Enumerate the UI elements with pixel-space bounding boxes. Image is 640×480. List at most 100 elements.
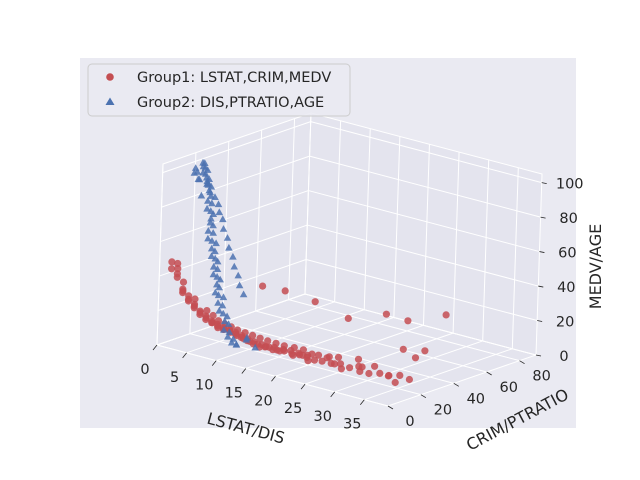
data-point [211,288,219,296]
data-point [184,295,193,303]
data-point [396,371,404,379]
tick-mark [535,354,542,357]
grid-line-z-back [306,259,538,322]
tick-mark [420,394,427,399]
data-point [208,319,216,327]
grid-line-y-left [255,129,263,312]
data-point [235,281,244,289]
data-point [213,280,221,288]
data-point [199,168,207,176]
data-point [211,193,219,200]
grid-line-x-back [482,159,490,341]
data-point [404,317,412,325]
data-point [196,310,204,319]
data-point [391,378,399,387]
data-point [411,354,420,362]
data-point [207,214,215,222]
data-point [371,362,379,370]
data-point [209,262,218,270]
x-tick-label: 5 [170,370,179,386]
data-point [213,273,221,280]
legend-box [87,63,351,117]
y-tick-label: 40 [467,391,485,407]
data-point [399,345,407,353]
data-point [225,328,234,335]
data-point [179,289,187,297]
grid-line-x-floor [364,348,513,401]
grid-line-z-left [160,190,309,243]
data-point [442,311,450,319]
x-tick-label: 10 [195,378,213,394]
grid-line-z-left [159,224,308,277]
data-point [346,364,354,372]
data-point [421,347,429,355]
tick-mark [271,376,276,382]
tick-mark [241,368,247,374]
data-point [193,168,202,175]
data-point [232,340,241,348]
z-tick-label: 40 [557,280,575,296]
data-point [219,225,228,232]
data-point [215,208,224,216]
data-point [168,265,176,273]
data-point [219,215,227,223]
data-point [269,346,277,354]
data-point [207,244,216,252]
data-point [276,347,284,355]
data-point [334,353,343,361]
tick-mark [486,371,492,376]
grid-lines [156,112,542,407]
data-point [243,334,251,341]
grid-line-x-floor [245,316,395,369]
data-point [203,204,211,212]
data-point [214,299,222,306]
tick-mark [539,251,545,253]
grid-line-y-left [222,141,230,323]
data-point [356,367,364,375]
data-point [215,306,223,314]
data-point [214,200,223,208]
data-point [174,259,182,268]
tick-mark [541,182,547,185]
data-point [207,207,215,214]
grid-line-y-floor [156,344,389,407]
series-2 [190,158,259,351]
data-point [190,304,198,312]
grid-line-x-floor [304,332,454,385]
data-point [225,243,233,251]
z-tick-label: 100 [556,177,584,193]
z-tick-label: 60 [558,246,576,262]
data-point [239,290,248,298]
data-point [224,320,233,327]
data-point [204,179,212,186]
grid-line-z-left [157,259,307,311]
data-point [213,265,222,272]
data-point [201,159,209,166]
grid-line-x-floor [334,340,483,393]
data-point [230,262,238,270]
grid-line-y-left [156,163,164,346]
data-point [289,351,297,359]
tick-mark [211,360,217,366]
y-tick-label: 60 [499,380,517,396]
data-point [168,258,176,266]
data-point [211,254,219,262]
data-point [202,173,211,181]
data-point [174,265,182,273]
data-point [218,301,227,309]
data-point [219,293,228,301]
data-point [204,227,213,234]
data-point [223,234,232,241]
data-point [209,270,218,278]
grid-line-y-floor [288,299,520,362]
grid-line-x-back [304,112,312,295]
data-points [168,158,450,387]
grid-line-x-back [422,144,430,326]
data-point [249,331,257,339]
data-point [314,351,323,359]
legend-marker-circle [106,73,114,81]
data-point [223,312,231,320]
data-point [204,234,212,242]
grid-line-y-floor [255,310,487,373]
